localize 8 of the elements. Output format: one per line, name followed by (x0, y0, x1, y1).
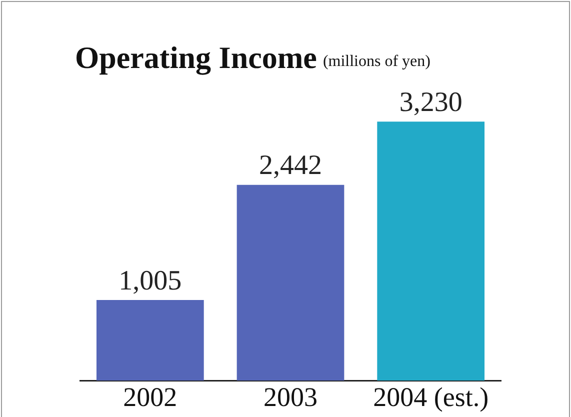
x-tick-label: 2002 (123, 382, 178, 412)
chart-subtitle: (millions of yen) (322, 53, 430, 70)
x-tick-label: 2003 (264, 382, 318, 412)
data-label: 3,230 (399, 87, 462, 118)
data-label: 1,005 (118, 265, 182, 296)
data-label: 2,442 (259, 150, 322, 182)
chart-title: Operating Income (75, 40, 317, 75)
x-tick-label: 2004 (est.) (373, 382, 489, 412)
